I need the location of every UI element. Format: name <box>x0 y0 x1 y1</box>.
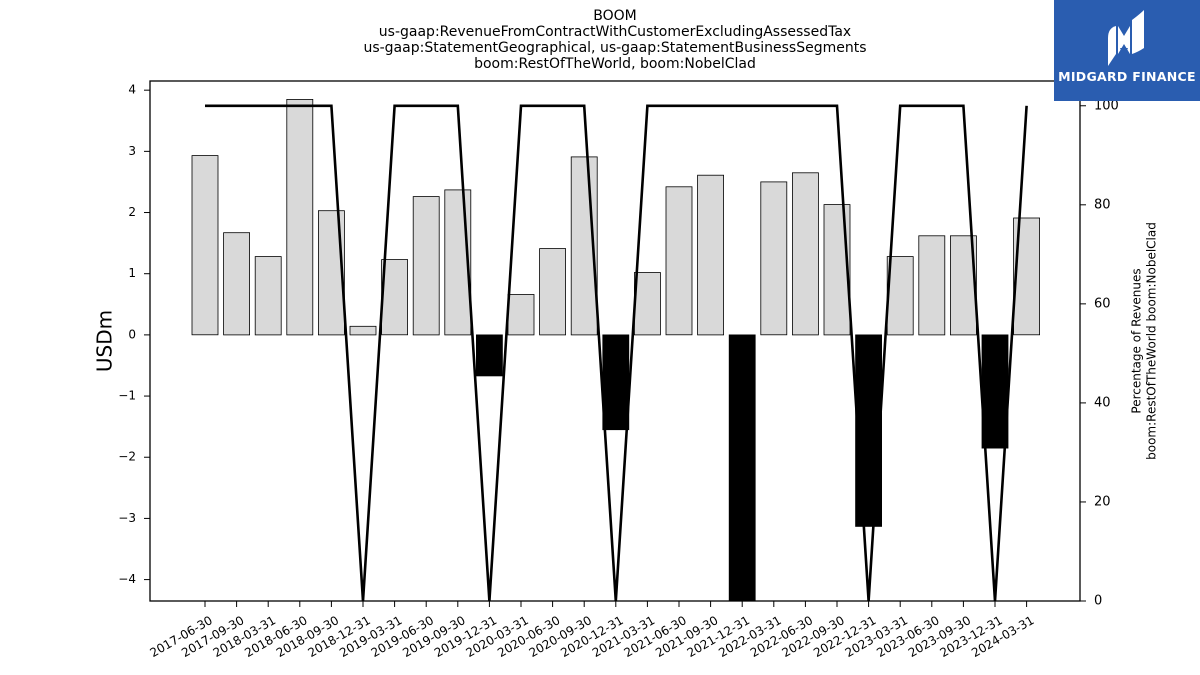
bar-2021-12-31 <box>728 334 756 602</box>
y-axis-label: USDm <box>93 310 117 372</box>
bar-2020-03-31 <box>507 294 535 336</box>
midgard-m-logo-icon <box>1108 10 1144 66</box>
bar-2019-03-31 <box>381 259 409 336</box>
y-tick-label: 0 <box>128 327 136 341</box>
bar-2019-06-30 <box>412 196 440 336</box>
bar-2019-09-30 <box>444 189 472 336</box>
chart-subtitle-line-1: us-gaap:RevenueFromContractWithCustomerE… <box>378 24 852 40</box>
chart-title: BOOM <box>593 8 637 24</box>
bar-2023-12-31 <box>981 334 1009 449</box>
bar-2021-03-31 <box>634 272 661 336</box>
y2-tick-label: 80 <box>1094 197 1111 212</box>
y-tick-label: 4 <box>128 83 136 97</box>
bar-2020-06-30 <box>539 248 566 336</box>
bar-2022-12-31 <box>855 334 882 527</box>
bar-2017-06-30 <box>191 155 219 336</box>
y-tick-label: −2 <box>118 450 136 464</box>
left-axis-ticks: 4 3 2 1 0 −1 −2 −3 −4 <box>118 83 150 586</box>
y-tick-label: −3 <box>118 511 136 525</box>
y2-tick-label: 0 <box>1094 594 1102 609</box>
chart-subtitle-line-3: boom:RestOfTheWorld, boom:NobelClad <box>474 56 756 72</box>
y-tick-label: 3 <box>128 144 136 158</box>
bar-2017-09-30 <box>223 232 251 336</box>
x-axis-ticks: 2017-06-302017-09-302018-03-312018-06-30… <box>147 601 1036 660</box>
bar-series <box>191 99 1040 602</box>
y2-axis-label-line-1: Percentage of Revenues <box>1130 268 1144 413</box>
bar-2021-06-30 <box>665 186 693 336</box>
right-axis-ticks: 0 20 40 60 80 100 <box>1080 98 1119 609</box>
y2-tick-label: 20 <box>1094 494 1111 509</box>
bar-2023-06-30 <box>918 235 946 336</box>
bar-2018-12-31 <box>349 325 377 336</box>
bar-2022-09-30 <box>823 204 851 336</box>
bar-2018-06-30 <box>286 99 314 336</box>
y-tick-label: −4 <box>118 572 136 586</box>
bar-2021-09-30 <box>697 174 724 336</box>
y2-tick-label: 60 <box>1094 296 1111 311</box>
y2-tick-label: 100 <box>1094 98 1119 113</box>
bar-2020-12-31 <box>602 334 630 431</box>
bar-2018-03-31 <box>254 256 282 336</box>
chart-title-block: BOOM us-gaap:RevenueFromContractWithCust… <box>215 8 1015 72</box>
plot-frame <box>149 80 1081 602</box>
bar-2019-12-31 <box>475 334 503 377</box>
chart-subtitle-line-2: us-gaap:StatementGeographical, us-gaap:S… <box>363 40 867 56</box>
logo-text: MIDGARD FINANCE <box>1058 69 1196 84</box>
y2-axis-label-line-2: boom:RestOfTheWorld boom:NobelClad <box>1145 222 1159 460</box>
midgard-finance-logo: MIDGARD FINANCE <box>1054 0 1200 101</box>
y-tick-label: −1 <box>118 389 136 403</box>
bar-2022-03-31 <box>760 181 788 336</box>
y2-tick-label: 40 <box>1094 395 1111 410</box>
y-tick-label: 1 <box>128 266 136 280</box>
bar-2022-06-30 <box>792 172 819 336</box>
y-tick-label: 2 <box>128 205 136 219</box>
